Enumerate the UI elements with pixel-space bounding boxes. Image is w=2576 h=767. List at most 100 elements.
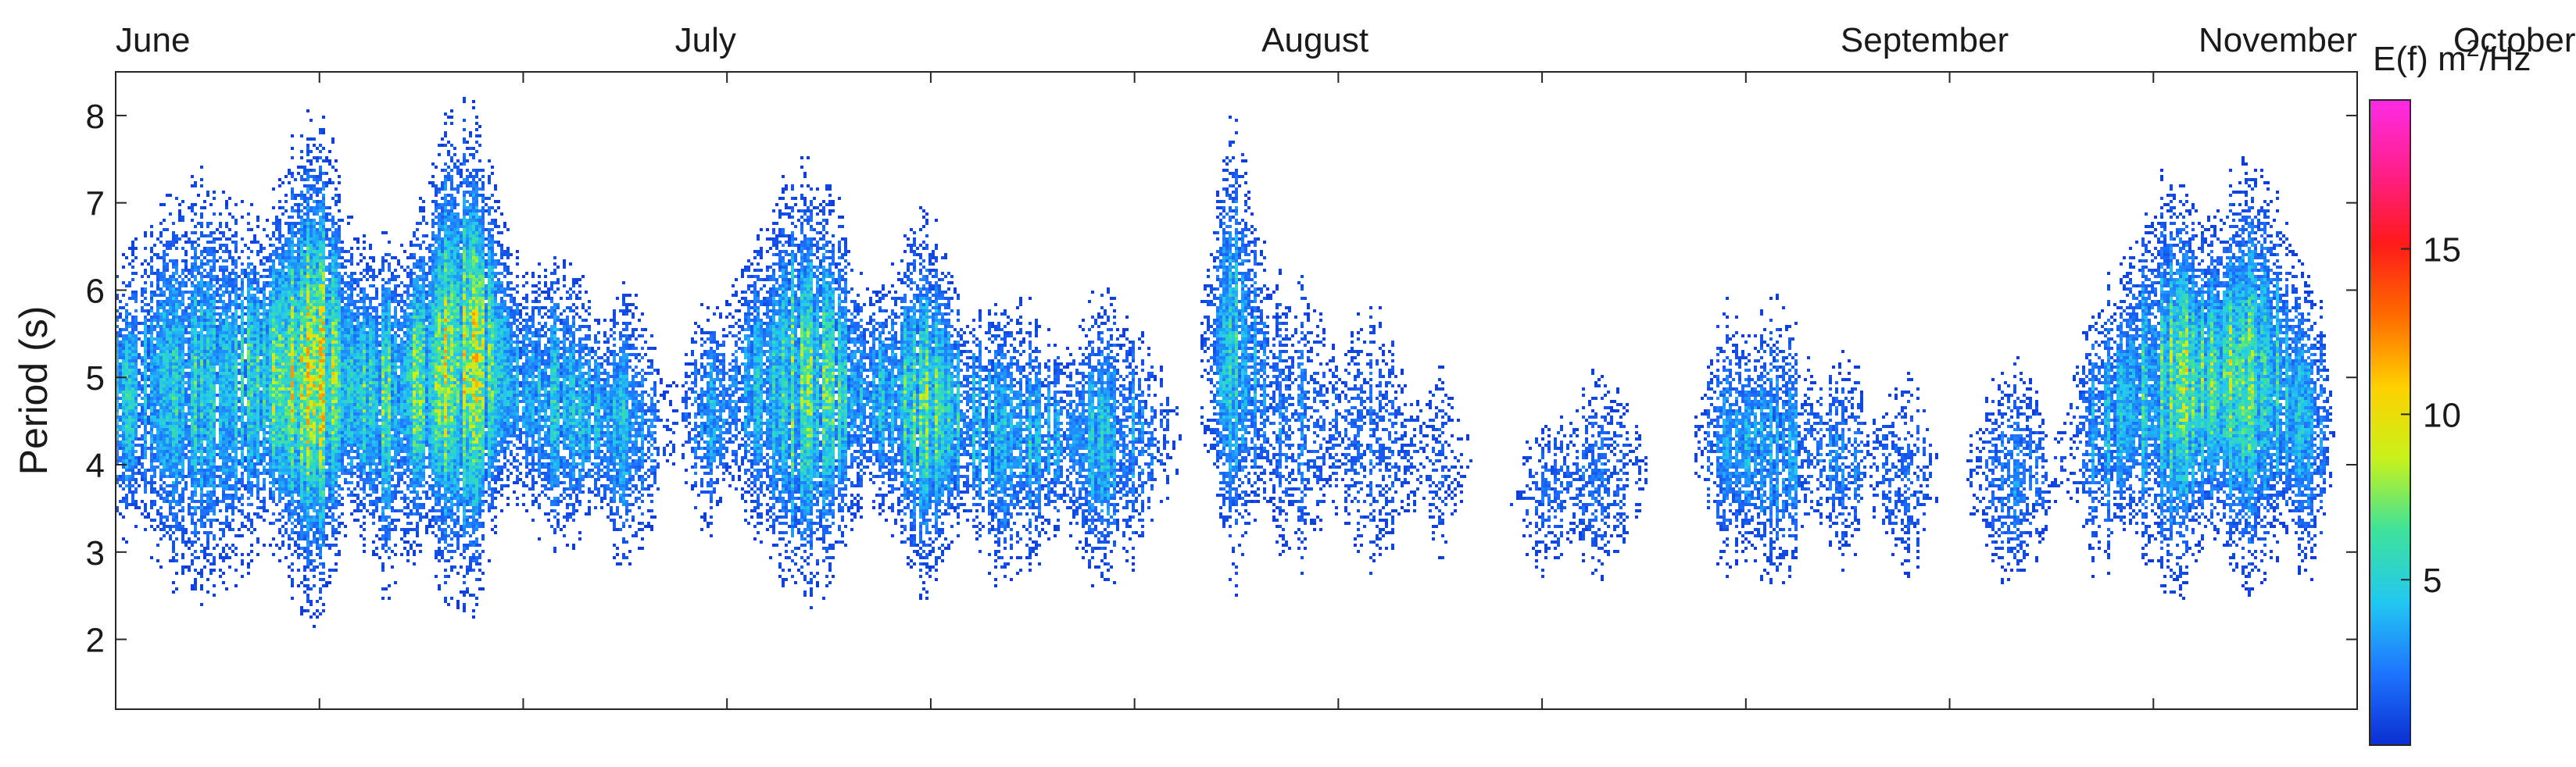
heatmap-cell xyxy=(297,434,300,437)
heatmap-cell xyxy=(209,300,213,303)
heatmap-cell xyxy=(266,259,269,262)
heatmap-cell xyxy=(128,334,131,337)
heatmap-cell xyxy=(272,262,275,266)
heatmap-cell xyxy=(166,350,169,353)
heatmap-cell xyxy=(297,266,300,269)
heatmap-cell xyxy=(263,419,266,422)
heatmap-cell xyxy=(203,250,206,253)
heatmap-cell xyxy=(306,353,309,356)
heatmap-cell xyxy=(200,484,203,487)
heatmap-cell xyxy=(269,412,272,416)
heatmap-cell xyxy=(272,375,275,378)
heatmap-cell xyxy=(272,275,275,278)
heatmap-cell xyxy=(169,469,172,472)
heatmap-cell xyxy=(225,503,228,506)
heatmap-cell xyxy=(175,359,178,362)
heatmap-cell xyxy=(275,312,278,316)
heatmap-cell xyxy=(247,387,250,391)
heatmap-cell xyxy=(150,556,153,559)
heatmap-cell xyxy=(231,403,234,406)
heatmap-cell xyxy=(303,266,306,269)
heatmap-cell xyxy=(131,447,134,450)
heatmap-cell xyxy=(163,350,166,353)
heatmap-cell xyxy=(147,512,150,515)
heatmap-cell xyxy=(272,269,275,272)
heatmap-cell xyxy=(213,253,216,256)
heatmap-cell xyxy=(125,350,128,353)
heatmap-cell xyxy=(288,300,291,303)
heatmap-cell xyxy=(297,456,300,459)
heatmap-cell xyxy=(253,425,256,428)
heatmap-cell xyxy=(134,431,138,434)
heatmap-cell xyxy=(163,366,166,369)
heatmap-cell xyxy=(244,362,247,366)
heatmap-cell xyxy=(175,247,178,250)
heatmap-cell xyxy=(256,481,259,484)
heatmap-cell xyxy=(144,416,147,419)
heatmap-cell xyxy=(150,231,153,234)
heatmap-cell xyxy=(284,428,288,431)
heatmap-cell xyxy=(203,484,206,487)
heatmap-cell xyxy=(284,453,288,456)
heatmap-cell xyxy=(150,247,153,250)
heatmap-cell xyxy=(216,372,219,375)
heatmap-cell xyxy=(125,381,128,384)
heatmap-cell xyxy=(153,406,156,409)
heatmap-cell xyxy=(188,400,191,403)
heatmap-cell xyxy=(225,434,228,437)
heatmap-cell xyxy=(250,459,253,462)
heatmap-cell xyxy=(128,416,131,419)
heatmap-cell xyxy=(259,328,263,331)
heatmap-cell xyxy=(144,472,147,475)
heatmap-cell xyxy=(159,356,163,359)
heatmap-cell xyxy=(291,553,294,556)
heatmap-cell xyxy=(250,525,253,528)
heatmap-cell xyxy=(131,344,134,347)
heatmap-cell xyxy=(228,565,231,569)
heatmap-cell xyxy=(122,391,125,394)
heatmap-cell xyxy=(269,431,272,434)
heatmap-cell xyxy=(159,565,163,569)
heatmap-cell xyxy=(206,531,209,534)
heatmap-cell xyxy=(225,350,228,353)
heatmap-cell xyxy=(228,412,231,416)
heatmap-cell xyxy=(144,353,147,356)
heatmap-cell xyxy=(306,231,309,234)
heatmap-cell xyxy=(172,469,175,472)
heatmap-cell xyxy=(247,384,250,387)
heatmap-cell xyxy=(272,347,275,350)
heatmap-cell xyxy=(294,194,297,197)
heatmap-cell xyxy=(191,262,194,266)
heatmap-cell xyxy=(213,306,216,309)
heatmap-cell xyxy=(194,534,197,537)
heatmap-cell xyxy=(172,444,175,447)
heatmap-cell xyxy=(291,306,294,309)
heatmap-cell xyxy=(291,322,294,325)
heatmap-cell xyxy=(194,278,197,281)
heatmap-cell xyxy=(197,397,200,400)
heatmap-cell xyxy=(300,515,303,519)
heatmap-cell xyxy=(119,428,122,431)
heatmap-cell xyxy=(141,359,144,362)
heatmap-cell xyxy=(200,416,203,419)
heatmap-cell xyxy=(231,512,234,515)
heatmap-cell xyxy=(306,209,309,212)
heatmap-cell xyxy=(300,478,303,481)
heatmap-cell xyxy=(297,459,300,462)
heatmap-cell xyxy=(172,378,175,381)
heatmap-cell xyxy=(306,219,309,222)
heatmap-cell xyxy=(272,475,275,478)
heatmap-cell xyxy=(256,447,259,450)
heatmap-cell xyxy=(300,247,303,250)
heatmap-cell xyxy=(241,378,244,381)
heatmap-cell xyxy=(266,362,269,366)
heatmap-cell xyxy=(306,259,309,262)
heatmap-cell xyxy=(131,456,134,459)
heatmap-cell xyxy=(219,406,222,409)
heatmap-cell xyxy=(172,515,175,519)
heatmap-cell xyxy=(297,316,300,319)
heatmap-cell xyxy=(150,284,153,287)
heatmap-cell xyxy=(306,212,309,216)
heatmap-cell xyxy=(203,206,206,209)
heatmap-cell xyxy=(156,287,159,291)
